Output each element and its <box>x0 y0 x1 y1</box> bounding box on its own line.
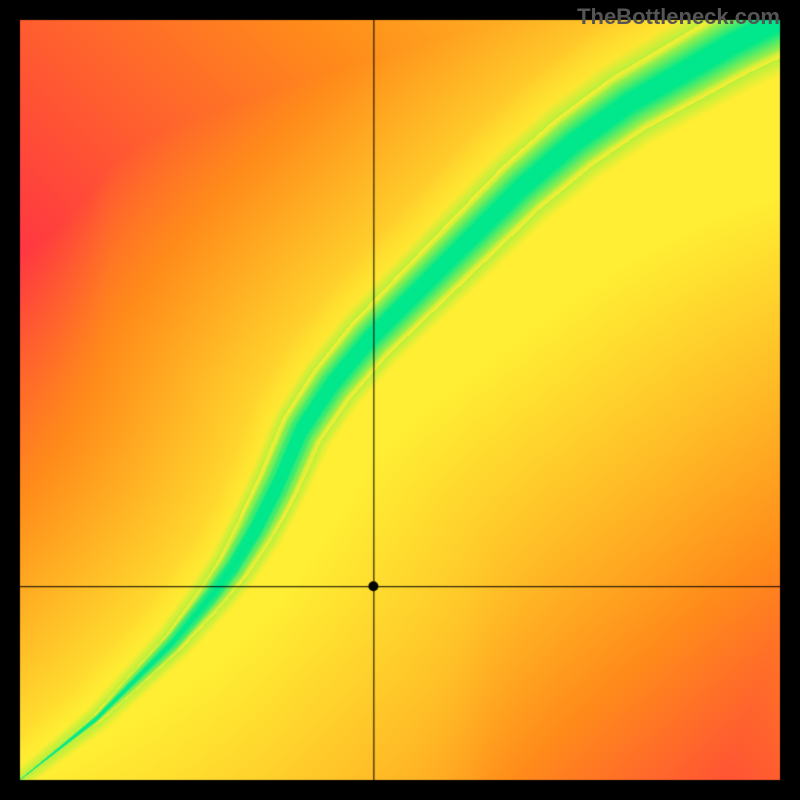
bottleneck-heatmap-canvas <box>0 0 800 800</box>
watermark-label: TheBottleneck.com <box>577 4 780 30</box>
